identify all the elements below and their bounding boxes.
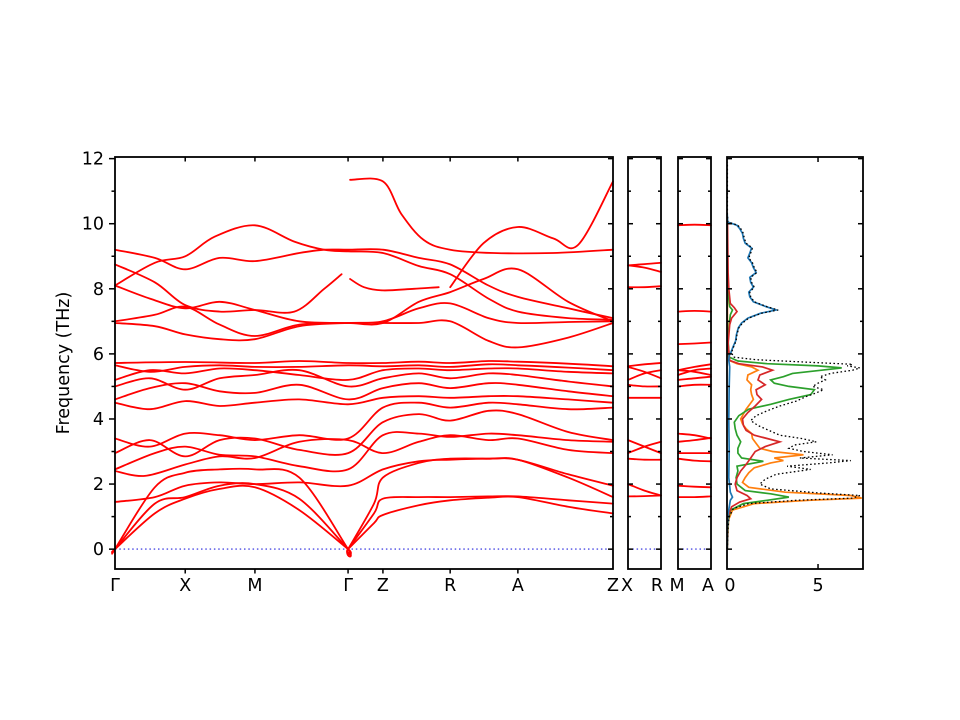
phonon-band-curve	[627, 494, 662, 498]
tick-label: 0	[93, 540, 104, 560]
band-panel-x-r	[627, 261, 662, 498]
phonon-band-curve	[627, 483, 662, 497]
phonon-band-curve	[627, 457, 662, 461]
pdos-red-curve	[726, 220, 783, 550]
phonon-band-curve	[677, 369, 712, 376]
tick-label: X	[179, 576, 191, 596]
tick-label: Γ	[343, 576, 353, 596]
tick-label: R	[444, 576, 456, 596]
phonon-band-curve	[111, 457, 614, 558]
phonon-band-curve	[114, 263, 343, 314]
phonon-band-curve	[627, 366, 662, 380]
tick-label: X	[621, 576, 633, 596]
pdos-orange-curve	[726, 223, 862, 550]
phonon-band-curve	[627, 264, 662, 273]
phonon-band-curve	[114, 395, 614, 411]
phonon-band-curve	[677, 495, 712, 499]
phonon-band-curve	[114, 382, 614, 401]
tick-label: M	[247, 576, 262, 596]
tick-label: A	[512, 576, 524, 596]
phonon-band-curve	[677, 375, 712, 381]
y-axis-label: Frequency (THz)	[54, 291, 74, 435]
phonon-band-curve	[114, 401, 614, 448]
phonon-band-curve	[114, 248, 614, 319]
phonon-band-curve	[677, 309, 712, 313]
phonon-band-curve	[114, 363, 614, 373]
band-panel-main	[111, 177, 614, 558]
panel-spine	[627, 156, 662, 570]
tick-label: 6	[93, 345, 104, 365]
phonon-band-curve	[677, 457, 712, 463]
tick-label: 4	[93, 410, 104, 430]
phonon-band-curve	[677, 341, 712, 345]
phonon-band-curve	[349, 177, 614, 255]
band-panel-m-a	[677, 223, 712, 499]
tick-label: M	[669, 576, 684, 596]
phonon-band-curve	[677, 363, 712, 372]
tick-label: Z	[607, 576, 619, 596]
tick-label: A	[702, 576, 714, 596]
tick-label: 2	[93, 475, 104, 495]
phonon-band-curve	[111, 482, 614, 556]
tick-label: 12	[82, 150, 104, 170]
phonon-band-curve	[627, 261, 662, 267]
phonon-band-curve	[114, 360, 614, 368]
tick-label: Z	[377, 576, 389, 596]
phonon-band-curve	[677, 367, 712, 376]
total-dos-curve	[726, 161, 861, 550]
pdos-green-curve	[726, 223, 842, 550]
tick-label: Γ	[110, 576, 120, 596]
tick-label: 5	[812, 576, 823, 596]
panel-spine	[726, 156, 864, 570]
phonon-band-curve	[114, 457, 614, 503]
phonon-band-curve	[114, 368, 614, 391]
phonon-band-curve	[449, 180, 614, 289]
axes-spines-and-ticks	[109, 156, 864, 574]
tick-label: 10	[82, 215, 104, 235]
tick-label: 0	[724, 576, 735, 596]
phonon-band-curve	[627, 383, 662, 388]
panel-spine	[677, 156, 712, 570]
phonon-band-curve	[114, 267, 614, 326]
phonon-band-curve	[114, 434, 614, 477]
phonon-band-curve	[677, 436, 712, 443]
phonon-band-curve	[627, 362, 662, 368]
phonon-band-curve	[677, 383, 712, 388]
phonon-band-curve	[114, 409, 614, 458]
phonon-band-curve	[677, 223, 712, 227]
tick-label: R	[651, 576, 663, 596]
phonon-band-curve	[114, 224, 614, 321]
phonon-band-curve	[114, 431, 614, 473]
dos-panel	[726, 161, 862, 550]
phonon-band-curve	[349, 278, 440, 292]
phonon-band-curve	[627, 440, 662, 454]
panel-spine	[114, 156, 614, 570]
tick-label: 8	[93, 280, 104, 300]
phonon-band-curve	[627, 369, 662, 381]
phonon-band-curve	[627, 285, 662, 289]
phonon-band-curve	[677, 484, 712, 489]
phonon-band-curve	[114, 367, 614, 381]
